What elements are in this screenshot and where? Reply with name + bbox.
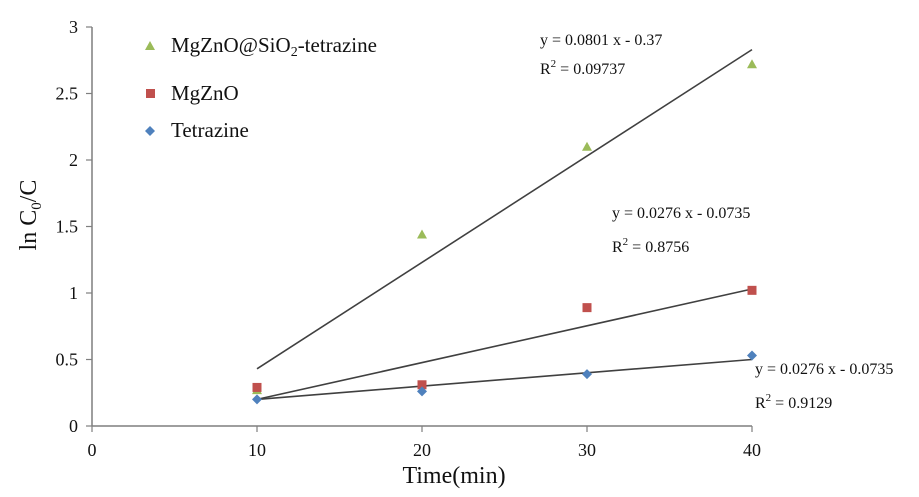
r2-series-2: R2 = 0.9129 xyxy=(755,392,832,412)
data-point-series-2 xyxy=(582,369,592,380)
data-point-series-0 xyxy=(582,141,592,151)
trendline-series-0 xyxy=(256,48,753,370)
r2-series-1: R2 = 0.8756 xyxy=(612,236,689,256)
data-point-series-1 xyxy=(582,303,592,313)
y-tick-label: 0 xyxy=(69,416,78,436)
equation-series-2: y = 0.0276 x - 0.0735 xyxy=(755,361,893,378)
x-axis-title: Time(min) xyxy=(402,463,505,489)
axes: 0 10 20 30 40 0 0.5 1 1.5 2 2.5 3 xyxy=(56,17,762,460)
y-tick-label: 0.5 xyxy=(56,350,79,370)
legend-label: MgZnO@SiO2-tetrazine xyxy=(171,33,377,60)
x-tick-label: 10 xyxy=(248,440,266,460)
legend-entry-mgzno: MgZnO xyxy=(146,81,239,105)
trendline-series-1 xyxy=(256,288,753,401)
data-point-series-2 xyxy=(417,386,427,397)
trendline-series-2 xyxy=(256,358,753,401)
y-axis-title: ln C0/C xyxy=(16,180,45,251)
y-tick-label: 1 xyxy=(69,283,78,303)
data-point-series-1 xyxy=(417,380,427,390)
data-point-series-1 xyxy=(747,285,757,295)
trendlines xyxy=(256,48,753,401)
y-tick-label: 1.5 xyxy=(56,217,79,237)
labels: Time(min) ln C0/C xyxy=(16,180,506,489)
data-markers xyxy=(252,59,757,405)
data-point-series-0 xyxy=(417,229,427,239)
legend-entry-mgzno-sio2-tetrazine: MgZnO@SiO2-tetrazine xyxy=(145,33,377,60)
x-tick-label: 40 xyxy=(743,440,761,460)
legend-label: Tetrazine xyxy=(171,118,249,142)
legend-label: MgZnO xyxy=(171,81,239,105)
x-tick-label: 0 xyxy=(88,440,97,460)
y-tick-label: 2 xyxy=(69,150,78,170)
legend: MgZnO@SiO2-tetrazine MgZnO Tetrazine xyxy=(145,33,377,142)
legend-marker-square xyxy=(146,89,155,98)
legend-entry-tetrazine: Tetrazine xyxy=(145,118,249,142)
y-tick-label: 3 xyxy=(69,17,78,37)
data-point-series-2 xyxy=(252,394,262,405)
data-point-series-0 xyxy=(747,59,757,69)
x-tick-label: 30 xyxy=(578,440,596,460)
equation-series-1: y = 0.0276 x - 0.0735 xyxy=(612,205,750,222)
data-point-series-1 xyxy=(252,382,262,392)
data-point-series-2 xyxy=(747,350,757,361)
trendline-equations: y = 0.0801 x - 0.37 R2 = 0.09737 y = 0.0… xyxy=(540,32,893,412)
y-tick-label: 2.5 xyxy=(56,84,79,104)
r2-series-0: R2 = 0.09737 xyxy=(540,58,625,78)
x-tick-label: 20 xyxy=(413,440,431,460)
legend-marker-diamond xyxy=(145,126,155,136)
legend-marker-triangle xyxy=(145,41,155,50)
equation-series-0: y = 0.0801 x - 0.37 xyxy=(540,32,662,49)
